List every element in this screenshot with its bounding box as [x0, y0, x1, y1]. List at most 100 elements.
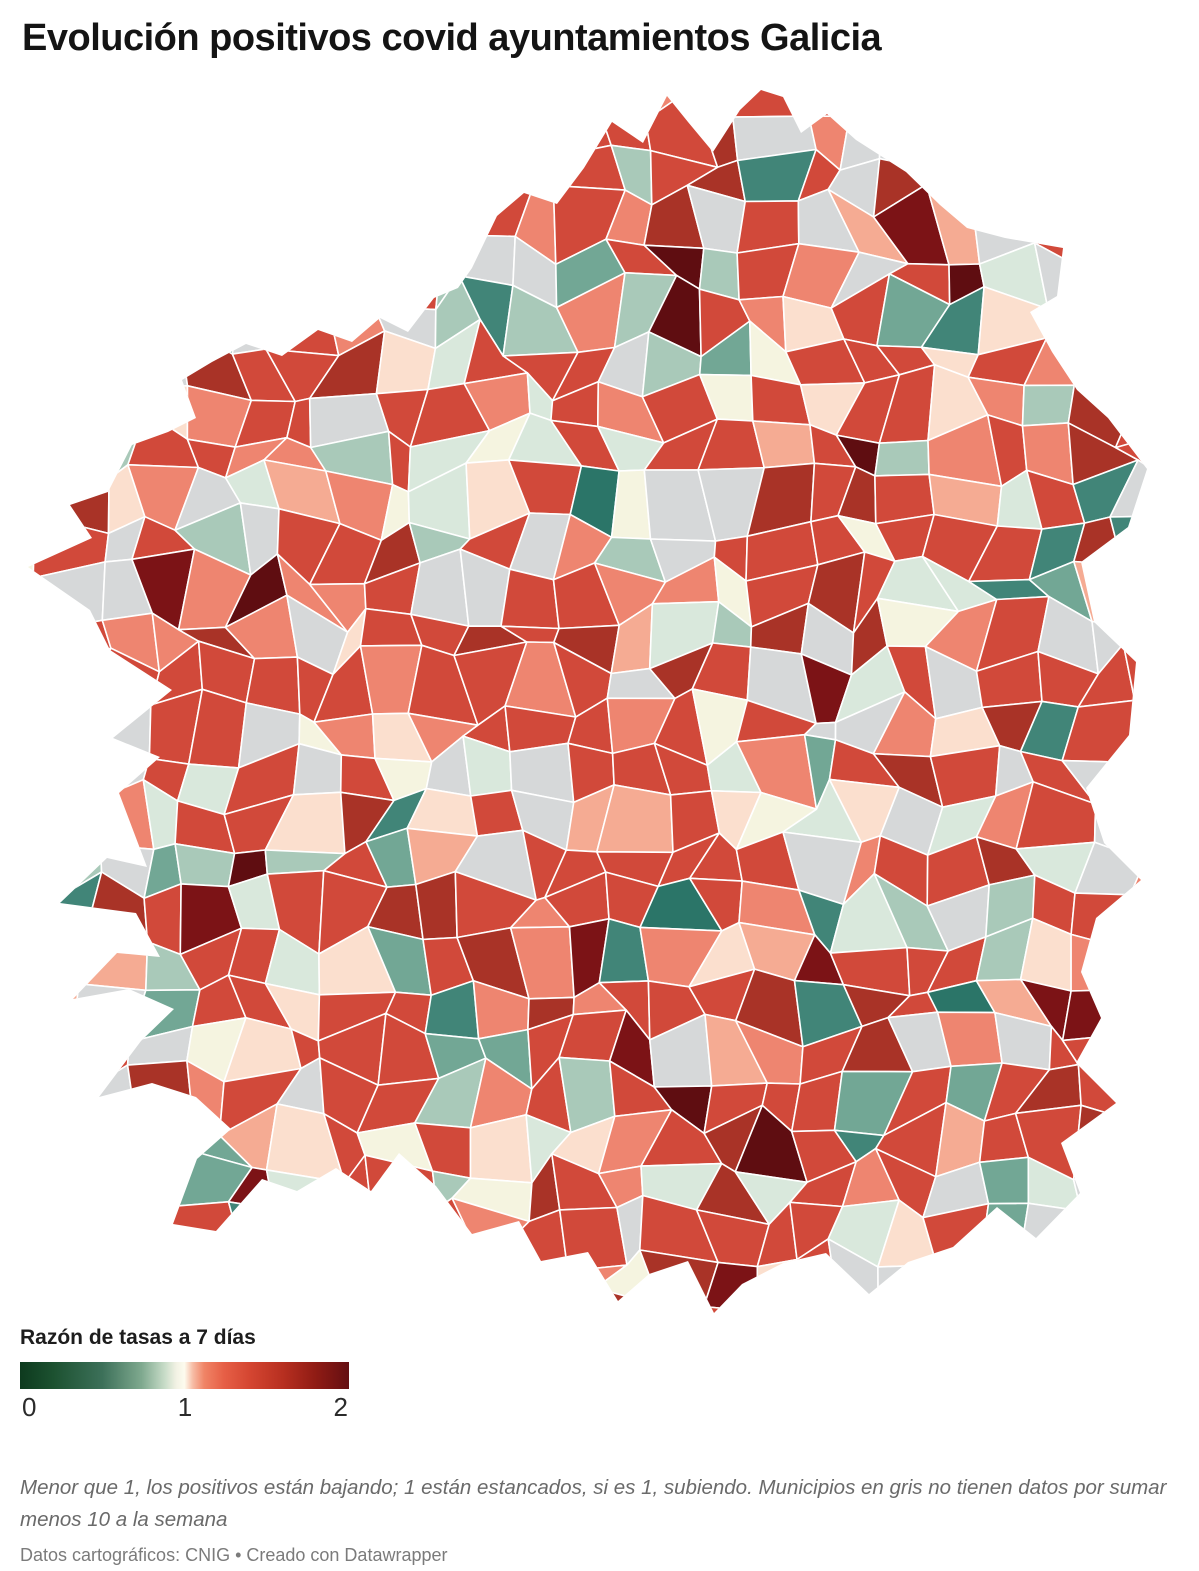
- municipality-cell[interactable]: [1121, 922, 1165, 1002]
- municipality-cell[interactable]: [1163, 993, 1199, 1043]
- municipality-cell[interactable]: [1109, 515, 1174, 587]
- municipality-cell[interactable]: [43, 929, 88, 985]
- municipality-cell[interactable]: [656, 1304, 718, 1329]
- municipality-cell[interactable]: [1021, 384, 1076, 427]
- municipality-cell[interactable]: [0, 484, 63, 516]
- municipality-cell[interactable]: [138, 1300, 204, 1329]
- municipality-cell[interactable]: [1063, 257, 1129, 298]
- municipality-cell[interactable]: [1070, 933, 1125, 992]
- municipality-cell[interactable]: [499, 100, 559, 172]
- municipality-cell[interactable]: [1062, 113, 1132, 167]
- municipality-cell[interactable]: [101, 281, 160, 343]
- municipality-cell[interactable]: [877, 1294, 935, 1329]
- municipality-cell[interactable]: [367, 1251, 442, 1315]
- municipality-cell[interactable]: [174, 1255, 245, 1303]
- municipality-cell[interactable]: [33, 281, 110, 343]
- municipality-cell[interactable]: [0, 339, 64, 376]
- municipality-cell[interactable]: [123, 76, 197, 109]
- municipality-cell[interactable]: [1046, 295, 1089, 341]
- municipality-cell[interactable]: [215, 246, 284, 310]
- municipality-cell[interactable]: [1068, 285, 1115, 341]
- municipality-cell[interactable]: [338, 1251, 390, 1315]
- municipality-cell[interactable]: [1080, 1210, 1130, 1264]
- municipality-cell[interactable]: [0, 410, 63, 496]
- municipality-cell[interactable]: [848, 76, 895, 123]
- municipality-cell[interactable]: [598, 76, 653, 121]
- municipality-cell[interactable]: [183, 1298, 238, 1329]
- municipality-cell[interactable]: [96, 226, 160, 290]
- municipality-cell[interactable]: [77, 182, 137, 258]
- municipality-cell[interactable]: [270, 159, 344, 204]
- municipality-cell[interactable]: [416, 1252, 485, 1314]
- municipality-cell[interactable]: [477, 1250, 512, 1314]
- municipality-cell[interactable]: [82, 1219, 152, 1249]
- municipality-cell[interactable]: [41, 737, 80, 814]
- municipality-cell[interactable]: [0, 191, 64, 256]
- municipality-cell[interactable]: [924, 1304, 1003, 1329]
- municipality-cell[interactable]: [30, 1116, 110, 1180]
- municipality-cell[interactable]: [0, 1068, 67, 1134]
- municipality-cell[interactable]: [1062, 76, 1132, 127]
- municipality-cell[interactable]: [31, 806, 102, 846]
- municipality-cell[interactable]: [1134, 1101, 1159, 1168]
- municipality-cell[interactable]: [1144, 1031, 1178, 1094]
- municipality-cell[interactable]: [40, 1300, 113, 1328]
- municipality-cell[interactable]: [874, 439, 930, 477]
- municipality-cell[interactable]: [49, 1155, 100, 1226]
- municipality-cell[interactable]: [1133, 699, 1173, 764]
- municipality-cell[interactable]: [925, 159, 1001, 187]
- municipality-cell[interactable]: [272, 1208, 344, 1258]
- municipality-cell[interactable]: [1130, 165, 1186, 218]
- municipality-cell[interactable]: [8, 135, 59, 202]
- municipality-cell[interactable]: [134, 322, 189, 390]
- municipality-cell[interactable]: [1114, 387, 1193, 449]
- municipality-cell[interactable]: [0, 370, 64, 424]
- municipality-cell[interactable]: [56, 182, 98, 258]
- municipality-cell[interactable]: [497, 1286, 582, 1328]
- municipality-cell[interactable]: [43, 871, 103, 950]
- municipality-cell[interactable]: [1125, 1201, 1184, 1273]
- municipality-cell[interactable]: [55, 647, 112, 707]
- municipality-cell[interactable]: [1110, 1250, 1190, 1304]
- municipality-cell[interactable]: [1072, 1104, 1141, 1181]
- municipality-cell[interactable]: [185, 180, 236, 249]
- municipality-cell[interactable]: [77, 76, 155, 115]
- municipality-cell[interactable]: [30, 619, 112, 669]
- municipality-cell[interactable]: [437, 182, 466, 247]
- municipality-cell[interactable]: [450, 76, 518, 107]
- municipality-cell[interactable]: [265, 1169, 346, 1222]
- municipality-cell[interactable]: [1165, 516, 1199, 586]
- municipality-cell[interactable]: [139, 1147, 185, 1222]
- municipality-cell[interactable]: [369, 182, 443, 262]
- municipality-cell[interactable]: [1129, 106, 1185, 169]
- municipality-cell[interactable]: [74, 1300, 156, 1328]
- municipality-cell[interactable]: [1072, 1150, 1136, 1214]
- municipality-cell[interactable]: [1174, 181, 1199, 251]
- municipality-cell[interactable]: [77, 704, 152, 760]
- municipality-cell[interactable]: [1121, 564, 1177, 634]
- municipality-cell[interactable]: [1158, 1103, 1199, 1183]
- municipality-cell[interactable]: [215, 180, 284, 251]
- municipality-cell[interactable]: [1114, 791, 1172, 862]
- municipality-cell[interactable]: [1164, 923, 1199, 1001]
- municipality-cell[interactable]: [1112, 321, 1184, 404]
- municipality-cell[interactable]: [1113, 244, 1180, 291]
- municipality-cell[interactable]: [1016, 1261, 1100, 1319]
- municipality-cell[interactable]: [133, 1106, 193, 1161]
- municipality-cell[interactable]: [1129, 836, 1180, 896]
- municipality-cell[interactable]: [177, 274, 244, 355]
- municipality-cell[interactable]: [1163, 1039, 1199, 1093]
- municipality-cell[interactable]: [1157, 649, 1199, 710]
- municipality-cell[interactable]: [185, 229, 244, 281]
- municipality-cell[interactable]: [457, 100, 531, 172]
- municipality-cell[interactable]: [1157, 793, 1199, 844]
- municipality-cell[interactable]: [130, 142, 196, 200]
- municipality-cell[interactable]: [369, 244, 443, 311]
- municipality-cell[interactable]: [309, 76, 395, 126]
- municipality-cell[interactable]: [1121, 988, 1165, 1041]
- municipality-cell[interactable]: [275, 76, 331, 126]
- municipality-cell[interactable]: [264, 1284, 341, 1328]
- municipality-cell[interactable]: [943, 111, 1001, 173]
- municipality-cell[interactable]: [1164, 877, 1199, 951]
- municipality-cell[interactable]: [1158, 1167, 1199, 1202]
